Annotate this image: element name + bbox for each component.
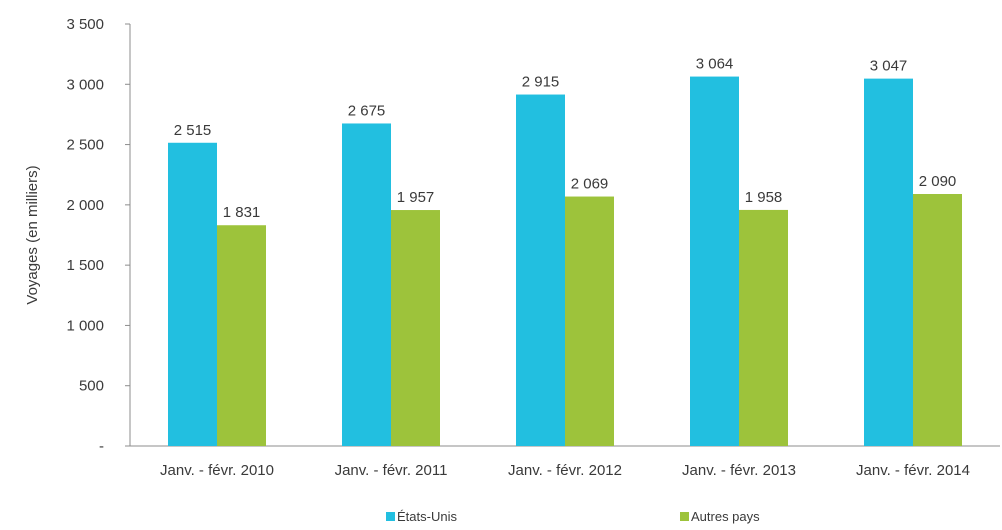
bar-value-label: 1 831: [223, 204, 261, 221]
x-tick-label: Janv. - févr. 2014: [856, 462, 970, 479]
bars: [168, 76, 962, 446]
bar-value-label: 2 069: [571, 176, 609, 193]
y-tick-label: 1 000: [66, 317, 104, 334]
x-tick-label: Janv. - févr. 2013: [682, 462, 796, 479]
y-tick-label: 2 000: [66, 197, 104, 214]
bar-autres-pays: [913, 194, 962, 446]
x-tick-label: Janv. - févr. 2010: [160, 462, 274, 479]
legend-swatch: [386, 512, 395, 521]
bar-etats-unis: [516, 94, 565, 446]
bar-etats-unis: [342, 123, 391, 446]
axes: - 500 1 000 1 500 2 000 2 500 3 000 3 500 Voyage…: [24, 16, 1000, 479]
y-tick-label: 1 500: [66, 257, 104, 274]
y-axis-title: Voyages (en milliers): [24, 165, 41, 304]
y-tick-label: 2 500: [66, 137, 104, 154]
data-labels: 2 515 1 831 2 675 1 957 2 915 2 069 3 064 1 958…: [174, 56, 957, 222]
bar-value-label: 1 958: [745, 189, 783, 206]
bar-value-label: 2 675: [348, 102, 386, 119]
legend-item-autres-pays: Autres pays: [691, 509, 760, 524]
bar-value-label: 2 090: [919, 173, 957, 190]
bar-value-label: 2 515: [174, 122, 212, 139]
legend-item-etats-unis: États-Unis: [397, 509, 457, 524]
bar-value-label: 2 915: [522, 74, 560, 91]
bar-value-label: 1 957: [397, 189, 435, 206]
bar-autres-pays: [217, 225, 266, 446]
x-tick-label: Janv. - févr. 2011: [335, 462, 448, 479]
bar-value-label: 3 064: [696, 56, 734, 73]
legend-swatch: [680, 512, 689, 521]
bar-autres-pays: [391, 210, 440, 446]
x-tick-label: Janv. - févr. 2012: [508, 462, 622, 479]
y-tick-label: 500: [79, 378, 104, 395]
bar-etats-unis: [864, 78, 913, 446]
bar-etats-unis: [690, 76, 739, 446]
bar-autres-pays: [565, 196, 614, 446]
y-tick-label: -: [99, 438, 104, 455]
legend: États-Unis Autres pays: [386, 509, 760, 524]
y-tick-label: 3 000: [66, 76, 104, 93]
bar-etats-unis: [168, 142, 217, 446]
y-tick-label: 3 500: [66, 16, 104, 33]
bar-autres-pays: [739, 209, 788, 446]
bar-value-label: 3 047: [870, 58, 908, 75]
